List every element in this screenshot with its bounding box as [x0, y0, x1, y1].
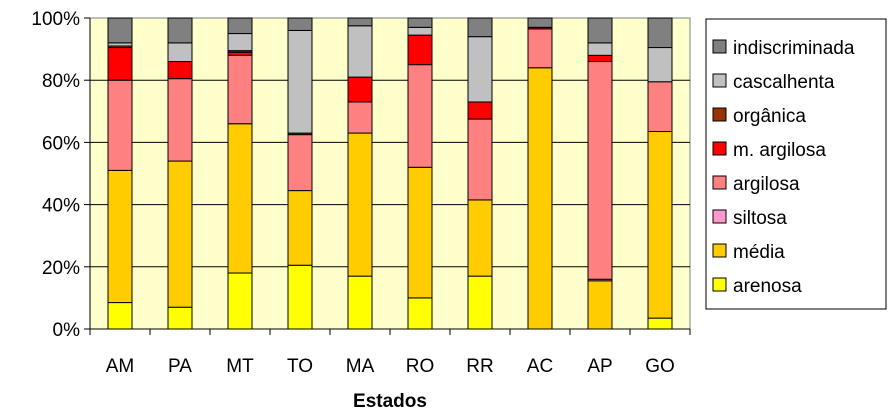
legend-items: indiscriminada cascalhenta orgânica m. argi…	[712, 38, 855, 297]
bar-segment-pa-m-dia	[167, 160, 193, 308]
bar-segment-am-m-argilosa	[107, 47, 133, 81]
legend-swatch	[712, 39, 727, 54]
bar-segment-mt-arenosa	[227, 272, 253, 330]
bar-segment-go-cascalhenta	[647, 47, 673, 83]
bar-segment-to-indiscriminada	[287, 17, 313, 31]
x-tick-label: AM	[106, 356, 135, 377]
bar-segment-go-argilosa	[647, 81, 673, 133]
legend-label: orgânica	[733, 106, 806, 127]
bar-segment-ro-cascalhenta	[407, 26, 433, 36]
bar-segment-ro-m-dia	[407, 166, 433, 299]
bar-segment-pa-m-argilosa	[167, 61, 193, 80]
legend-swatch	[712, 141, 727, 156]
x-axis-ticks: AM PA MT TO MA RO RR AC AP GO	[89, 329, 691, 377]
legend: indiscriminada cascalhenta orgânica m. argi…	[705, 18, 887, 310]
y-axis-ticks: 0% 20% 40% 60% 80% 100%	[31, 9, 90, 341]
bar-segment-to-cascalhenta	[287, 29, 313, 134]
bar-segment-ap-cascalhenta	[587, 42, 613, 56]
y-tick-label: 60%	[42, 133, 80, 154]
bar-segment-ro-argilosa	[407, 64, 433, 168]
legend-label: m. argilosa	[733, 140, 826, 161]
legend-label: argilosa	[733, 174, 800, 195]
legend-swatch	[712, 209, 727, 224]
x-tick-label: RR	[466, 356, 493, 377]
bar-segment-ma-cascalhenta	[347, 25, 373, 78]
bar-segment-pa-argilosa	[167, 78, 193, 162]
bar-segment-ma-arenosa	[347, 275, 373, 330]
legend-swatch	[712, 175, 727, 190]
bars	[107, 17, 673, 330]
y-tick-label: 40%	[42, 196, 80, 217]
bar-segment-to-argilosa	[287, 134, 313, 192]
bar-segment-ac-indiscriminada	[527, 17, 553, 28]
bar-segment-go-arenosa	[647, 317, 673, 330]
bar-segment-mt-m-dia	[227, 123, 253, 274]
bar-segment-mt-argilosa	[227, 54, 253, 125]
bar-segment-am-m-dia	[107, 169, 133, 304]
bar-segment-rr-argilosa	[467, 118, 493, 201]
legend-label: indiscriminada	[733, 38, 855, 59]
bar-segment-ro-m-argilosa	[407, 34, 433, 66]
bar-segment-am-arenosa	[107, 302, 133, 330]
bar-segment-pa-indiscriminada	[167, 17, 193, 44]
y-tick-label: 0%	[53, 320, 81, 341]
bar-segment-ap-argilosa	[587, 61, 613, 280]
legend-label: arenosa	[733, 276, 802, 297]
legend-swatch	[712, 107, 727, 122]
x-tick-label: AC	[527, 356, 553, 377]
bar-segment-rr-indiscriminada	[467, 17, 493, 38]
bar-segment-mt-indiscriminada	[227, 17, 253, 35]
bar-segment-to-m-dia	[287, 190, 313, 266]
x-tick-label: MT	[226, 356, 254, 377]
bar-segment-ma-m-argilosa	[347, 76, 373, 103]
y-tick-label: 100%	[31, 9, 80, 30]
bar-segment-to-arenosa	[287, 264, 313, 330]
bar-segment-pa-arenosa	[167, 306, 193, 330]
legend-label: média	[733, 242, 785, 263]
bar-segment-ac-argilosa	[527, 28, 553, 69]
bar-segment-ma-m-dia	[347, 132, 373, 277]
bar-segment-ma-indiscriminada	[347, 17, 373, 27]
bar-segment-ap-m-dia	[587, 280, 613, 330]
bar-segment-am-argilosa	[107, 79, 133, 171]
y-tick-label: 20%	[42, 258, 80, 279]
bar-segment-go-m-dia	[647, 131, 673, 319]
legend-box	[705, 18, 887, 310]
x-tick-label: MA	[346, 356, 375, 377]
x-tick-label: PA	[168, 356, 192, 377]
x-tick-label: GO	[645, 356, 675, 377]
legend-label: siltosa	[733, 208, 787, 229]
legend-swatch	[712, 73, 727, 88]
bar-segment-ro-indiscriminada	[407, 17, 433, 28]
x-axis-title: Estados	[353, 391, 427, 412]
x-tick-label: AP	[587, 356, 612, 377]
legend-label: cascalhenta	[733, 72, 835, 93]
bar-segment-go-indiscriminada	[647, 17, 673, 49]
bar-segment-rr-m-argilosa	[467, 101, 493, 120]
x-tick-label: TO	[287, 356, 313, 377]
legend-swatch	[712, 243, 727, 258]
x-tick-label: RO	[406, 356, 435, 377]
bar-segment-rr-cascalhenta	[467, 36, 493, 103]
bar-segment-rr-m-dia	[467, 199, 493, 277]
bar-segment-mt-cascalhenta	[227, 33, 253, 52]
legend-swatch	[712, 277, 727, 292]
bar-segment-ac-m-dia	[527, 67, 553, 330]
bar-segment-ma-argilosa	[347, 101, 373, 134]
bar-segment-ro-arenosa	[407, 297, 433, 330]
bar-segment-ap-m-argilosa	[587, 54, 613, 63]
bar-segment-rr-arenosa	[467, 275, 493, 330]
bar-segment-ap-indiscriminada	[587, 17, 613, 44]
bar-segment-am-indiscriminada	[107, 17, 133, 44]
y-tick-label: 80%	[42, 71, 80, 92]
bar-segment-pa-cascalhenta	[167, 42, 193, 63]
